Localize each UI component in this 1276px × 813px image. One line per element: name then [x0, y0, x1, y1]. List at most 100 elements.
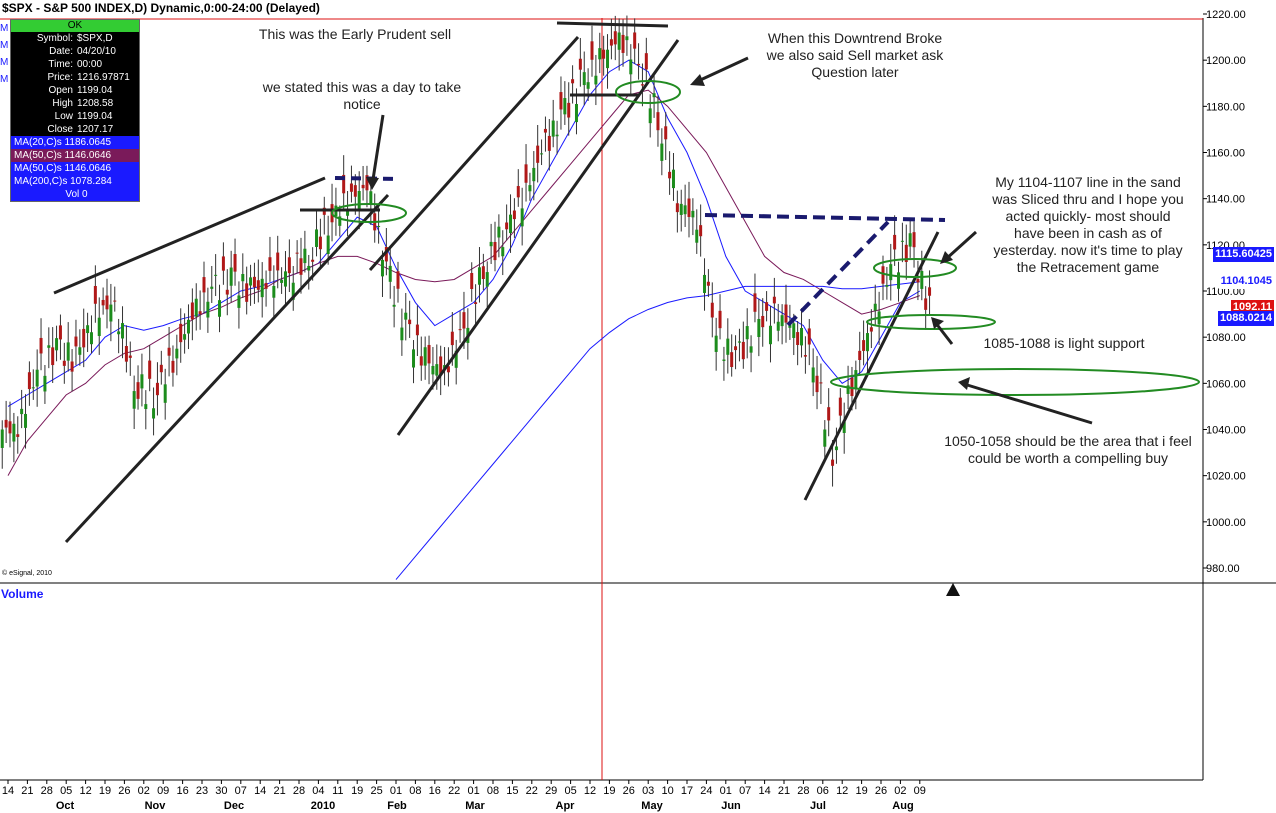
candle-body [27, 372, 31, 390]
x-tick-label: 28 [797, 785, 809, 797]
candle-body [462, 312, 466, 329]
arrow [370, 114, 385, 187]
y-tick-label: 1020.00 [1206, 471, 1246, 483]
arrow [695, 56, 749, 84]
info-rows: Symbol: $SPX,D Date: 04/20/10 Time: 00:00 Pric… [11, 32, 139, 136]
dashed-rising-line [786, 220, 890, 327]
candle-body [823, 429, 827, 447]
candle-body [342, 174, 346, 194]
info-key: Low [54, 111, 73, 122]
x-axis-ticks: 14 21 28 05 12 19 26 02 09 16 23 30 07 14 21 28 04 11 19 25… [2, 780, 926, 812]
candle-body [586, 82, 590, 89]
candle-body [687, 198, 691, 217]
candle-body [268, 257, 272, 271]
trendline [64, 193, 390, 544]
candle-body [163, 384, 167, 403]
candle-body [152, 408, 156, 419]
candle-body [644, 53, 648, 70]
x-tick-label: 19 [855, 785, 867, 797]
highlight-ellipse [873, 258, 957, 278]
x-month-label: May [641, 800, 663, 812]
candle-body [62, 360, 66, 366]
candle-body [924, 298, 928, 310]
candle-body [803, 355, 807, 357]
info-key: High [52, 98, 73, 109]
candle-body [144, 404, 148, 410]
info-value: 04/20/10 [77, 46, 116, 57]
annotation-compelling-buy: 1050-1058 should be the area that i feel… [944, 433, 1192, 466]
price-tag: 1115.60425 [1213, 247, 1274, 262]
candle-body [86, 325, 90, 334]
candle-body [24, 413, 28, 428]
candle-body [369, 191, 373, 205]
x-tick-label: 12 [836, 785, 848, 797]
candle-body [776, 321, 780, 331]
candle-body [516, 186, 520, 198]
x-tick-label: 01 [467, 785, 479, 797]
candle-body [609, 39, 613, 46]
x-tick-label: 26 [118, 785, 130, 797]
candle-body [470, 273, 474, 290]
info-key: Symbol: [36, 33, 73, 44]
y-axis-ticks: 980.00 1000.00 1020.00 1040.00 1060.00 1080.0… [1203, 9, 1246, 575]
x-tick-label: 02 [138, 785, 150, 797]
x-month-label: Oct [56, 800, 75, 812]
x-tick-label: 21 [21, 785, 33, 797]
ma-row: MA(200,C)s 1078.284 [11, 175, 139, 188]
candle-body [439, 356, 443, 375]
candle-body [435, 364, 439, 376]
info-row: Close 1207.17 [11, 123, 139, 136]
x-tick-label: 19 [351, 785, 363, 797]
candle-body [784, 304, 788, 323]
x-tick-label: 08 [409, 785, 421, 797]
candle-body [796, 332, 800, 345]
candle-body [311, 259, 315, 262]
candle-body [668, 171, 672, 179]
candle-body [753, 293, 757, 312]
candle-body [710, 302, 714, 318]
candle-body [718, 310, 722, 329]
highlight-ellipse [866, 314, 996, 330]
candle-body [167, 347, 171, 356]
candle-body [780, 315, 784, 327]
y-tick-label: 1060.00 [1206, 378, 1246, 390]
candle-body [897, 272, 901, 289]
candle-body [256, 280, 260, 290]
x-tick-label: 14 [254, 785, 266, 797]
candle-body [730, 352, 734, 368]
candle-body [854, 370, 858, 389]
info-value: 1199.04 [77, 85, 113, 96]
candle-body [20, 408, 24, 415]
info-key: Price: [47, 72, 73, 83]
candle-body [757, 318, 761, 337]
candle-body [800, 328, 804, 346]
candle-body [74, 336, 78, 347]
candle-body [765, 302, 769, 311]
y-tick-label: 1200.00 [1206, 55, 1246, 67]
x-tick-label: 12 [79, 785, 91, 797]
ma-line [7, 89, 920, 476]
x-month-label: Mar [465, 800, 485, 812]
info-row: Open 1199.04 [11, 84, 139, 97]
candle-body [101, 299, 105, 306]
info-row: High 1208.58 [11, 97, 139, 110]
candle-body [155, 382, 159, 396]
candle-body [567, 102, 571, 118]
candle-body [357, 191, 361, 209]
candle-body [225, 289, 229, 295]
x-tick-label: 07 [739, 785, 751, 797]
candle-body [671, 169, 675, 189]
candle-body [900, 240, 904, 242]
candle-body [497, 226, 501, 238]
candle-body [408, 319, 412, 325]
candle-body [578, 58, 582, 70]
candle-body [648, 108, 652, 124]
trendline [396, 39, 680, 436]
info-row: Price: 1216.97871 [11, 71, 139, 84]
volume-row: Vol 0 [11, 188, 139, 201]
side-letter: M [0, 74, 9, 85]
candle-body [8, 421, 12, 434]
x-tick-label: 22 [448, 785, 460, 797]
candle-body [287, 257, 291, 274]
